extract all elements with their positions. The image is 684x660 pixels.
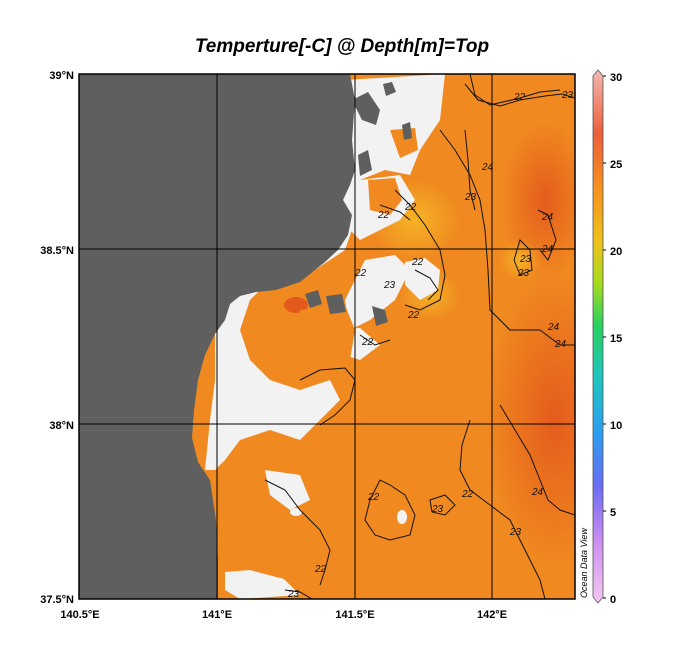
contour-label: 22 [367,492,380,503]
contour-label: 22 [361,337,374,348]
colorbar-tick-label: 25 [610,159,622,171]
colorbar-tick-label: 15 [610,333,622,345]
land-region [372,306,388,326]
x-tick-label: 141°E [202,609,232,621]
contour-label: 22 [513,92,526,103]
contour-label: 24 [541,212,554,223]
warm-patch [280,305,355,385]
no-data-region [265,470,310,510]
contour-label: 23 [431,504,444,515]
map-plot-area: 22 23 24 23 24 24 23 23 22 22 22 22 23 2… [79,74,575,600]
contour-label: 23 [383,280,396,291]
colorbar-tick-label: 20 [610,246,622,258]
x-tick-label: 141.5°E [335,609,374,621]
land-region [358,150,372,176]
y-tick-label: 39°N [49,70,74,82]
no-data-region [345,255,410,330]
contour-label: 22 [411,257,424,268]
plot-frame [78,73,576,600]
colorbar-tick-label: 0 [610,594,616,606]
no-data-spot [290,508,302,516]
contour-label: 22 [377,210,390,221]
warm-region [485,270,575,570]
x-tick-label: 142°E [477,609,507,621]
contour-label: 23 [517,268,530,279]
contour-label: 24 [547,322,560,333]
contour-label: 23 [561,90,574,101]
map-title: Temperture[-C] @ Depth[m]=Top [194,36,490,57]
contour-label: 22 [314,564,327,575]
grid-lines [79,74,575,599]
contour-label: 22 [461,489,474,500]
odv-watermark: Ocean Data View [579,528,589,598]
contour-label: 23 [519,254,532,265]
colorbar: 30 25 20 15 10 5 0 [592,69,622,606]
land-region [326,294,346,314]
contour-label: 22 [407,310,420,321]
colorbar-tick-label: 5 [610,507,616,519]
contour-label: 23 [464,192,477,203]
land-region [383,82,396,96]
x-axis: 140.5°E 141°E 141.5°E 142°E [60,609,507,621]
y-tick-label: 37.5°N [40,594,74,606]
contour-label: 24 [531,487,544,498]
land-region [305,290,322,308]
warm-patch [215,470,320,580]
land-region [79,74,355,599]
contour-label: 24 [554,339,567,350]
y-tick-label: 38°N [49,420,74,432]
colorbar-tick-label: 10 [610,420,622,432]
contour-lines [264,74,575,599]
contour-label: 23 [287,589,300,600]
warm-patch [368,178,402,215]
colorbar-scale [592,69,604,604]
no-data-spot [397,510,407,524]
x-tick-label: 140.5°E [60,609,99,621]
warm-patch [258,316,300,345]
land-region [352,92,380,125]
warm-patch [284,297,308,313]
contour-label: 24 [481,162,494,173]
contour-label: 23 [509,527,522,538]
land-region [402,122,412,140]
no-data-region [405,258,440,300]
contour-label: 22 [354,268,367,279]
y-tick-label: 38.5°N [40,245,74,257]
colorbar-tick-label: 30 [610,72,622,84]
y-axis: 39°N 38.5°N 38°N 37.5°N [40,70,74,606]
contour-label: 22 [404,202,417,213]
